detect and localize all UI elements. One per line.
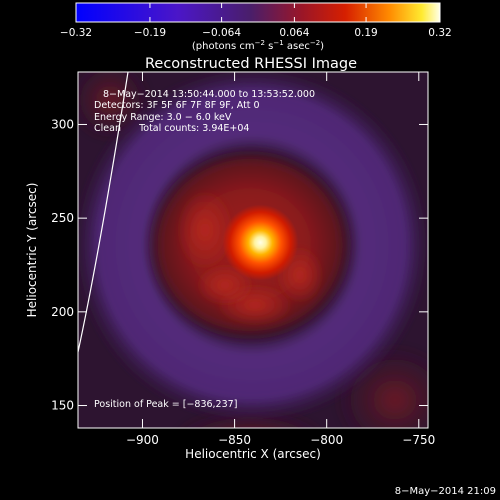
- y-axis-label: Heliocentric Y (arcsec): [25, 183, 39, 318]
- colorbar-tick-label: 0.32: [428, 27, 451, 39]
- annotation-clean: Clean Total counts: 3.94E+04: [94, 123, 249, 134]
- chart-title: Reconstructed RHESSI Image: [145, 56, 357, 72]
- axis-ticks: −900 −850 −800 −750 150 200 250 300: [51, 72, 435, 447]
- colorbar-unit-exp: −1: [273, 39, 283, 47]
- colorbar-unit-exp: −2: [255, 39, 265, 47]
- x-tick-label: −800: [310, 433, 343, 447]
- colorbar-tick-label: −0.19: [134, 27, 166, 39]
- solar-limb-line: [78, 72, 129, 353]
- colorbar-unit-part: ): [320, 41, 324, 52]
- colorbar-tick-label: 0.19: [354, 27, 377, 39]
- colorbar-unit-part: (photons cm: [192, 41, 255, 52]
- x-tick-label: −900: [126, 433, 159, 447]
- colorbar-unit-part: s: [265, 41, 273, 52]
- colorbar-tick-label: −0.32: [60, 27, 92, 39]
- annotation-time-range: 8−May−2014 13:50:44.000 to 13:53:52.000: [103, 89, 315, 100]
- annotation-detectors: Detectors: 3F 5F 6F 7F 8F 9F, Att 0: [94, 100, 260, 111]
- colorbar-unit: (photons cm−2 s−1 asec−2): [192, 39, 324, 52]
- x-tick-label: −750: [402, 433, 435, 447]
- peak-position-label: Position of Peak = [−836,237]: [94, 399, 237, 410]
- colorbar-tick-label: −0.064: [202, 27, 241, 39]
- colorbar-gradient: [75, 2, 441, 23]
- plot-frame: [77, 71, 429, 429]
- image-area: [78, 72, 428, 428]
- colorbar-tick-label: 0.064: [279, 27, 309, 39]
- footer-timestamp: 8−May−2014 21:09: [395, 486, 496, 497]
- annotation-energy: Energy Range: 3.0 − 6.0 keV: [94, 112, 232, 123]
- colorbar-ticks: −0.32 −0.19 −0.064 0.064 0.19 0.32: [60, 3, 452, 39]
- colorbar-unit-part: asec: [284, 41, 310, 52]
- y-tick-label: 150: [51, 399, 74, 413]
- colorbar-unit-exp: −2: [310, 39, 320, 47]
- y-tick-label: 250: [51, 211, 74, 225]
- y-tick-label: 200: [51, 305, 74, 319]
- peak-source: [222, 204, 299, 281]
- x-tick-label: −850: [218, 433, 251, 447]
- x-axis-label: Heliocentric X (arcsec): [185, 447, 321, 461]
- y-tick-label: 300: [51, 117, 74, 131]
